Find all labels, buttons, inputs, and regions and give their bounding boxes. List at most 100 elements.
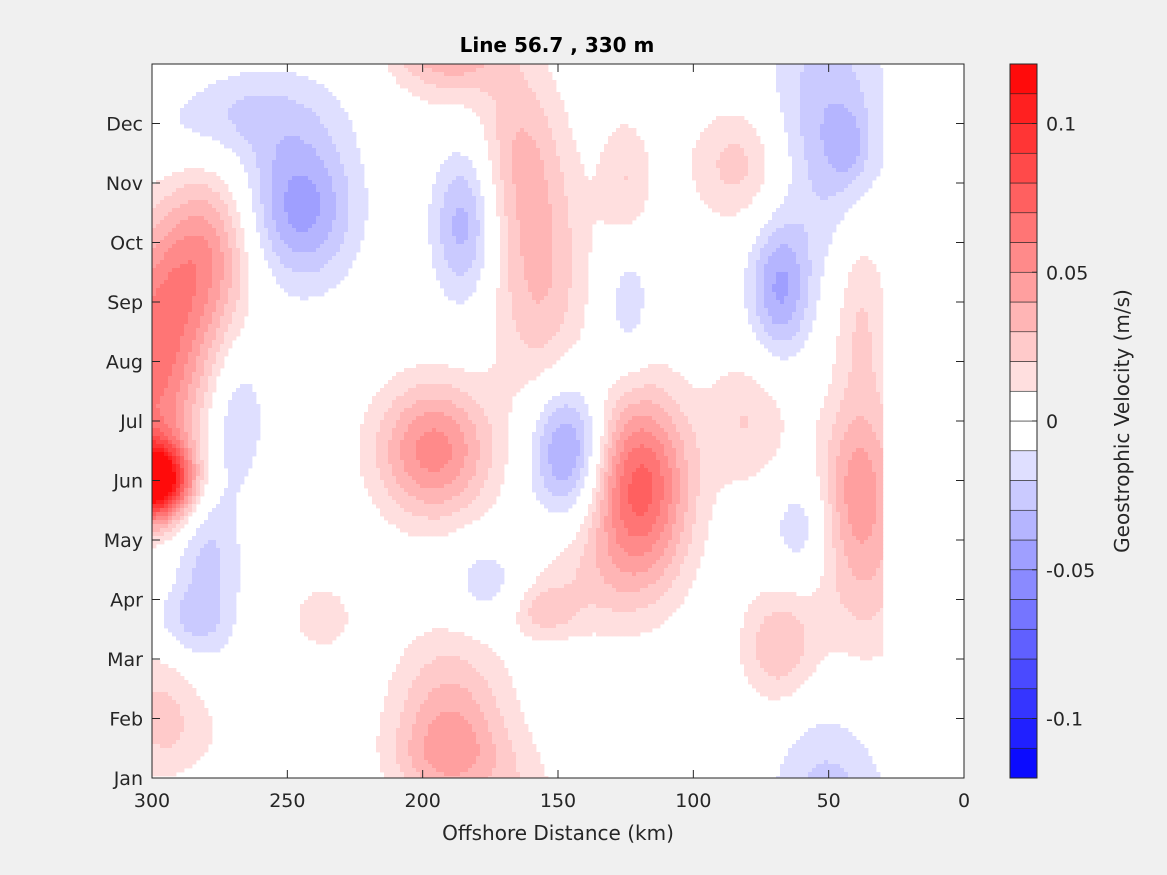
contour-cell: [232, 516, 237, 521]
contour-cell: [324, 624, 329, 629]
contour-cell: [164, 704, 169, 709]
contour-cell: [308, 220, 313, 225]
contour-cell: [156, 244, 161, 249]
contour-cell: [156, 728, 161, 733]
contour-cell: [252, 96, 257, 101]
contour-cell: [152, 204, 157, 209]
contour-cell: [348, 248, 353, 253]
contour-cell: [188, 440, 193, 445]
contour-cell: [188, 304, 193, 309]
contour-cell: [188, 696, 193, 701]
contour-cell: [224, 252, 229, 257]
contour-cell: [188, 592, 193, 597]
contour-cell: [196, 716, 201, 721]
contour-cell: [228, 204, 233, 209]
contour-cell: [236, 588, 241, 593]
contour-cell: [212, 380, 217, 385]
contour-cell: [236, 284, 241, 289]
contour-cell: [400, 732, 405, 737]
contour-cell: [152, 724, 157, 729]
contour-cell: [172, 716, 177, 721]
contour-cell: [268, 240, 273, 245]
contour-cell: [236, 316, 241, 321]
contour-cell: [276, 132, 281, 137]
contour-cell: [192, 452, 197, 457]
contour-cell: [176, 464, 181, 469]
contour-cell: [200, 584, 205, 589]
contour-cell: [224, 320, 229, 325]
contour-cell: [236, 132, 241, 137]
contour-cell: [168, 680, 173, 685]
contour-cell: [224, 624, 229, 629]
contour-cell: [388, 764, 393, 769]
contour-cell: [332, 96, 337, 101]
contour-cell: [168, 188, 173, 193]
contour-cell: [236, 152, 241, 157]
contour-cell: [320, 148, 325, 153]
contour-cell: [196, 752, 201, 757]
contour-cell: [392, 712, 397, 717]
contour-cell: [236, 288, 241, 293]
contour-cell: [264, 144, 269, 149]
contour-cell: [404, 68, 409, 73]
contour-cell: [216, 248, 221, 253]
contour-cell: [196, 176, 201, 181]
contour-cell: [196, 596, 201, 601]
contour-cell: [400, 672, 405, 677]
contour-cell: [224, 116, 229, 121]
contour-cell: [224, 604, 229, 609]
contour-cell: [172, 724, 177, 729]
contour-cell: [232, 556, 237, 561]
contour-cell: [304, 628, 309, 633]
contour-cell: [236, 488, 241, 493]
contour-cell: [292, 276, 297, 281]
contour-cell: [224, 240, 229, 245]
contour-cell: [184, 696, 189, 701]
contour-cell: [256, 160, 261, 165]
contour-cell: [308, 108, 313, 113]
contour-cell: [168, 312, 173, 317]
contour-cell: [328, 212, 333, 217]
contour-cell: [380, 428, 385, 433]
contour-cell: [176, 720, 181, 725]
contour-cell: [376, 472, 381, 477]
contour-cell: [208, 292, 213, 297]
contour-cell: [180, 252, 185, 257]
contour-cell: [260, 184, 265, 189]
contour-cell: [400, 380, 405, 385]
contour-cell: [280, 92, 285, 97]
contour-cell: [232, 604, 237, 609]
contour-cell: [184, 252, 189, 257]
contour-cell: [204, 624, 209, 629]
contour-cell: [208, 280, 213, 285]
contour-cell: [176, 328, 181, 333]
contour-cell: [228, 432, 233, 437]
contour-cell: [292, 156, 297, 161]
contour-cell: [188, 692, 193, 697]
contour-cell: [164, 248, 169, 253]
contour-cell: [340, 176, 345, 181]
contour-cell: [280, 212, 285, 217]
contour-cell: [160, 724, 165, 729]
contour-cell: [164, 280, 169, 285]
contour-cell: [312, 152, 317, 157]
contour-cell: [192, 128, 197, 133]
contour-cell: [228, 128, 233, 133]
contour-cell: [176, 528, 181, 533]
contour-cell: [240, 96, 245, 101]
contour-cell: [308, 608, 313, 613]
contour-cell: [228, 100, 233, 105]
contour-cell: [268, 148, 273, 153]
contour-cell: [200, 424, 205, 429]
contour-cell: [364, 188, 369, 193]
contour-cell: [188, 500, 193, 505]
contour-cell: [160, 388, 165, 393]
contour-cell: [248, 80, 253, 85]
contour-cell: [308, 624, 313, 629]
contour-cell: [212, 296, 217, 301]
contour-cell: [252, 436, 257, 441]
contour-cell: [196, 280, 201, 285]
contour-cell: [388, 488, 393, 493]
contour-cell: [184, 180, 189, 185]
contour-cell: [332, 148, 337, 153]
